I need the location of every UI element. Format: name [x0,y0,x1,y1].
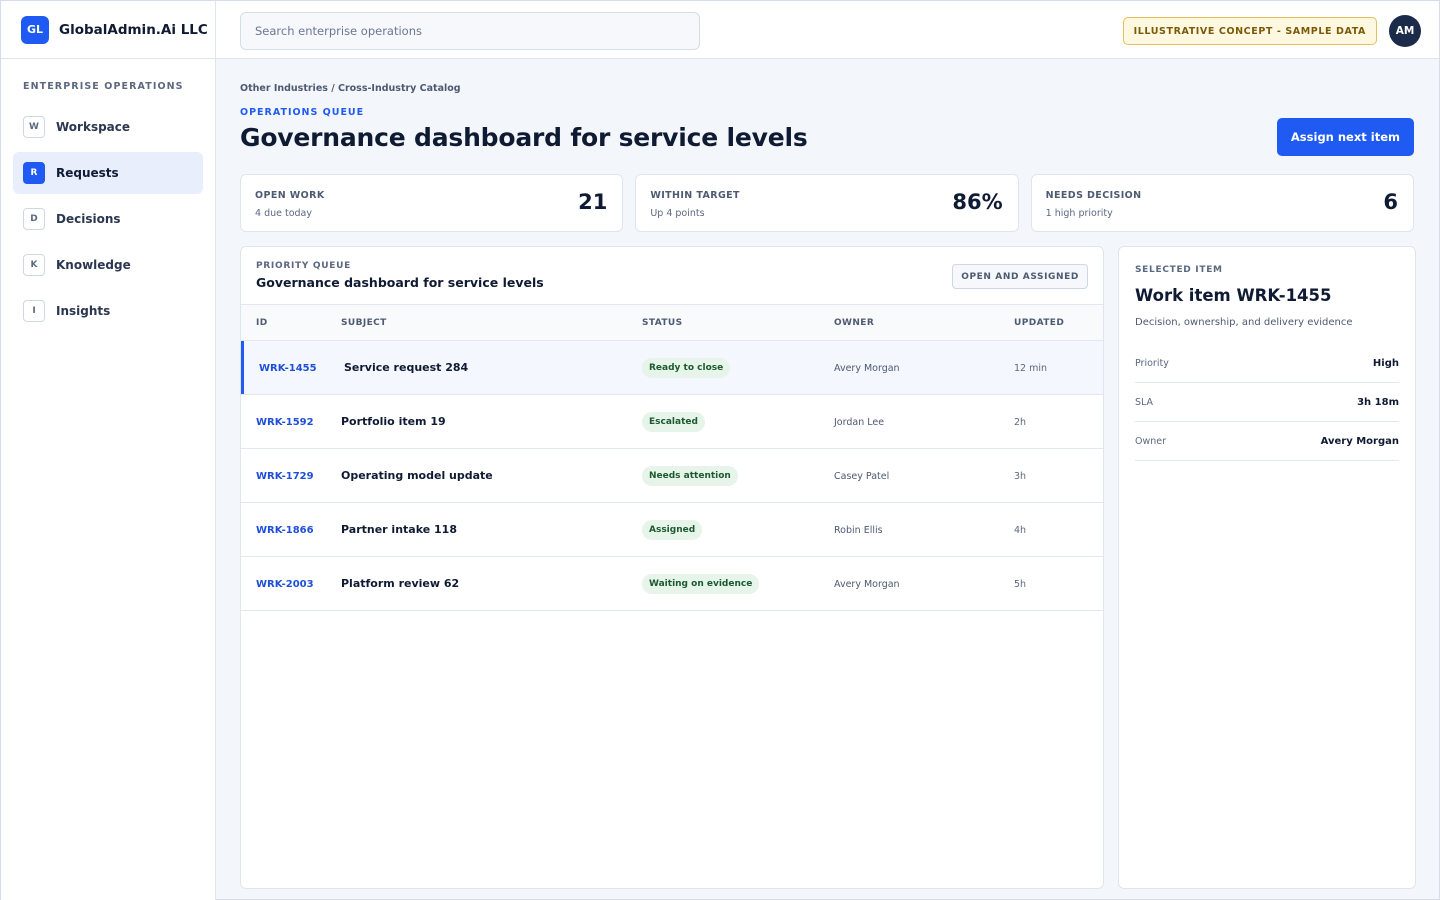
assign-next-item-button[interactable]: Assign next item [1276,118,1414,156]
detail-eyebrow: SELECTED ITEM [1135,265,1223,275]
status-badge: Waiting on evidence [642,573,760,594]
page-title: Governance dashboard for service levels [240,123,808,152]
page-eyebrow: OPERATIONS QUEUE [240,107,365,118]
row-owner: Avery Morgan [834,579,900,590]
status-badge: Needs attention [642,465,738,486]
sample-data-badge: ILLUSTRATIVE CONCEPT - SAMPLE DATA [1122,17,1377,45]
table-row[interactable]: WRK-1455 Service request 284 Ready to cl… [241,341,1103,395]
stat-value: 6 [1383,190,1398,214]
requests-icon: R [23,162,45,184]
field-value: Avery Morgan [1320,435,1399,447]
sidebar: GL GlobalAdmin.Ai LLC ENTERPRISE OPERATI… [1,1,216,900]
detail-field-owner: Owner Avery Morgan [1135,422,1399,461]
search-input[interactable] [240,12,700,50]
queue-title: Governance dashboard for service levels [256,275,544,290]
detail-title: Work item WRK-1455 [1135,286,1332,305]
work-item-id-link[interactable]: WRK-1592 [256,417,314,428]
status-badge: Ready to close [642,357,731,378]
avatar[interactable]: AM [1389,15,1421,47]
brand-logo: GL [21,15,49,44]
field-key: Priority [1135,357,1169,369]
column-header-id[interactable]: ID [256,317,268,328]
column-header-status[interactable]: STATUS [642,317,683,328]
sidebar-item-label: Requests [56,166,119,180]
stat-value: 21 [578,190,608,214]
row-owner: Casey Patel [834,471,890,482]
row-owner: Robin Ellis [834,525,883,536]
row-subject: Portfolio item 19 [341,415,446,428]
detail-field-sla: SLA 3h 18m [1135,383,1399,422]
row-updated: 4h [1014,525,1027,536]
work-item-id-link[interactable]: WRK-1455 [259,363,317,374]
row-updated: 3h [1014,471,1027,482]
stat-label: WITHIN TARGET [650,190,740,201]
nav-section-label: ENTERPRISE OPERATIONS [23,81,184,92]
sidebar-item-insights[interactable]: I Insights [13,290,203,332]
column-header-updated[interactable]: UPDATED [1014,317,1065,328]
stat-value: 86% [952,190,1003,214]
column-header-subject[interactable]: SUBJECT [341,317,387,328]
stat-sub: Up 4 points [650,208,705,219]
row-updated: 5h [1014,579,1027,590]
main-content: Other Industries / Cross-Industry Catalo… [240,59,1416,889]
priority-queue-panel: PRIORITY QUEUE Governance dashboard for … [240,246,1104,889]
sidebar-item-decisions[interactable]: D Decisions [13,198,203,240]
field-key: SLA [1135,396,1154,408]
column-header-owner[interactable]: OWNER [834,317,875,328]
row-subject: Partner intake 118 [341,523,457,536]
detail-fields: Priority High SLA 3h 18m Owner Avery Mor… [1135,344,1399,461]
work-item-id-link[interactable]: WRK-1729 [256,471,314,482]
topbar: ILLUSTRATIVE CONCEPT - SAMPLE DATA AM [216,1,1439,59]
stat-card-open-work: OPEN WORK 4 due today 21 [240,174,624,232]
sidebar-item-knowledge[interactable]: K Knowledge [13,244,203,286]
row-subject: Service request 284 [344,361,469,374]
row-owner: Jordan Lee [834,417,885,428]
row-updated: 12 min [1014,363,1048,374]
detail-field-priority: Priority High [1135,344,1399,383]
workspace-icon: W [23,116,45,138]
sidebar-nav: W Workspace R Requests D Decisions K Kno… [1,106,215,332]
sidebar-item-label: Insights [56,304,111,318]
work-item-id-link[interactable]: WRK-2003 [256,579,314,590]
table-row[interactable]: WRK-1729 Operating model update Needs at… [241,449,1103,503]
stat-card-needs-decision: NEEDS DECISION 1 high priority 6 [1030,174,1414,232]
sidebar-item-workspace[interactable]: W Workspace [13,106,203,148]
table-header: ID SUBJECT STATUS OWNER UPDATED [241,305,1103,341]
selected-item-panel: SELECTED ITEM Work item WRK-1455 Decisio… [1118,246,1416,889]
status-badge: Escalated [642,411,705,432]
knowledge-icon: K [23,254,45,276]
field-value: 3h 18m [1357,396,1399,408]
queue-filter-chip[interactable]: OPEN AND ASSIGNED [952,264,1088,289]
status-badge: Assigned [642,519,703,540]
work-item-id-link[interactable]: WRK-1866 [256,525,314,536]
table-row[interactable]: WRK-1592 Portfolio item 19 Escalated Jor… [241,395,1103,449]
brand[interactable]: GL GlobalAdmin.Ai LLC [1,1,215,59]
queue-header: PRIORITY QUEUE Governance dashboard for … [241,247,1103,305]
detail-description: Decision, ownership, and delivery eviden… [1135,317,1353,328]
row-owner: Avery Morgan [834,363,900,374]
sidebar-item-requests[interactable]: R Requests [13,152,203,194]
field-key: Owner [1135,435,1167,447]
stats-row: OPEN WORK 4 due today 21 WITHIN TARGET U… [240,174,1414,232]
queue-eyebrow: PRIORITY QUEUE [256,261,351,271]
field-value: High [1372,357,1399,369]
insights-icon: I [23,300,45,322]
decisions-icon: D [23,208,45,230]
table-row[interactable]: WRK-1866 Partner intake 118 Assigned Rob… [241,503,1103,557]
stat-card-within-target: WITHIN TARGET Up 4 points 86% [635,174,1019,232]
sidebar-item-label: Knowledge [56,258,131,272]
sidebar-item-label: Decisions [56,212,121,226]
stat-sub: 1 high priority [1045,208,1113,219]
brand-name: GlobalAdmin.Ai LLC [59,21,208,38]
sidebar-item-label: Workspace [56,120,131,134]
row-subject: Operating model update [341,469,493,482]
row-updated: 2h [1014,417,1027,428]
table-row[interactable]: WRK-2003 Platform review 62 Waiting on e… [241,557,1103,611]
stat-label: OPEN WORK [255,190,325,201]
stat-label: NEEDS DECISION [1045,190,1142,201]
row-subject: Platform review 62 [341,577,460,590]
stat-sub: 4 due today [255,208,312,219]
breadcrumb: Other Industries / Cross-Industry Catalo… [240,83,461,94]
